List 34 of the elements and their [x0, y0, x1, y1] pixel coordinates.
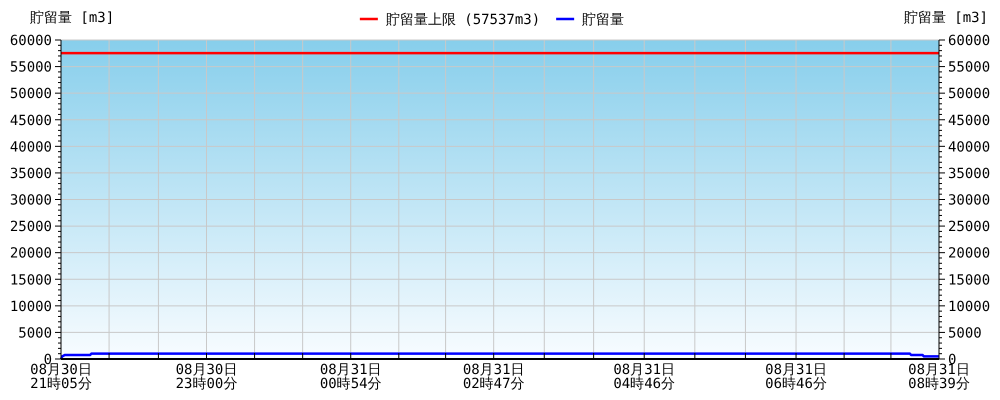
y2-tick-label: 5000: [948, 325, 982, 342]
x-tick-label: 08月31日 00時54分: [320, 362, 382, 392]
x-tick-label: 08月31日 06時46分: [765, 362, 827, 392]
x-tick-label: 08月30日 21時05分: [30, 362, 92, 392]
x-tick-label: 08月31日 04時46分: [613, 362, 676, 392]
x-tick-label: 08月30日 23時00分: [176, 362, 238, 392]
legend-label: 貯留量上限 (57537m3): [386, 12, 540, 28]
y-tick-label: 25000: [10, 219, 52, 236]
y2-tick-label: 55000: [948, 60, 990, 76]
y-tick-label: 40000: [10, 139, 52, 156]
y-tick-label: 35000: [10, 166, 52, 182]
y2-axis-title: 貯留量 [m3]: [904, 10, 988, 26]
y-tick-label: 50000: [10, 86, 52, 102]
y2-tick-label: 30000: [948, 192, 990, 208]
y-tick-label: 15000: [10, 272, 52, 288]
y2-tick-label: 10000: [948, 298, 990, 315]
x-tick-label: 08月31日 02時47分: [462, 362, 525, 392]
y2-tick-label: 45000: [948, 112, 990, 129]
y2-tick-label: 50000: [948, 86, 990, 102]
y-tick-label: 60000: [10, 33, 52, 49]
legend-label: 貯留量: [582, 12, 624, 28]
y2-tick-label: 15000: [948, 272, 990, 288]
y-tick-label: 30000: [10, 192, 52, 208]
y-tick-label: 20000: [10, 246, 52, 262]
y-tick-label: 10000: [10, 298, 52, 315]
y-tick-label: 55000: [10, 60, 52, 76]
y2-tick-label: 20000: [948, 246, 990, 262]
y2-tick-label: 40000: [948, 139, 990, 156]
y2-tick-label: 25000: [948, 219, 990, 236]
y2-tick-label: 60000: [948, 33, 990, 49]
y-axis-title: 貯留量 [m3]: [30, 10, 114, 26]
y-tick-label: 5000: [18, 325, 52, 342]
y-tick-label: 45000: [10, 112, 52, 129]
y2-tick-label: 35000: [948, 166, 990, 182]
